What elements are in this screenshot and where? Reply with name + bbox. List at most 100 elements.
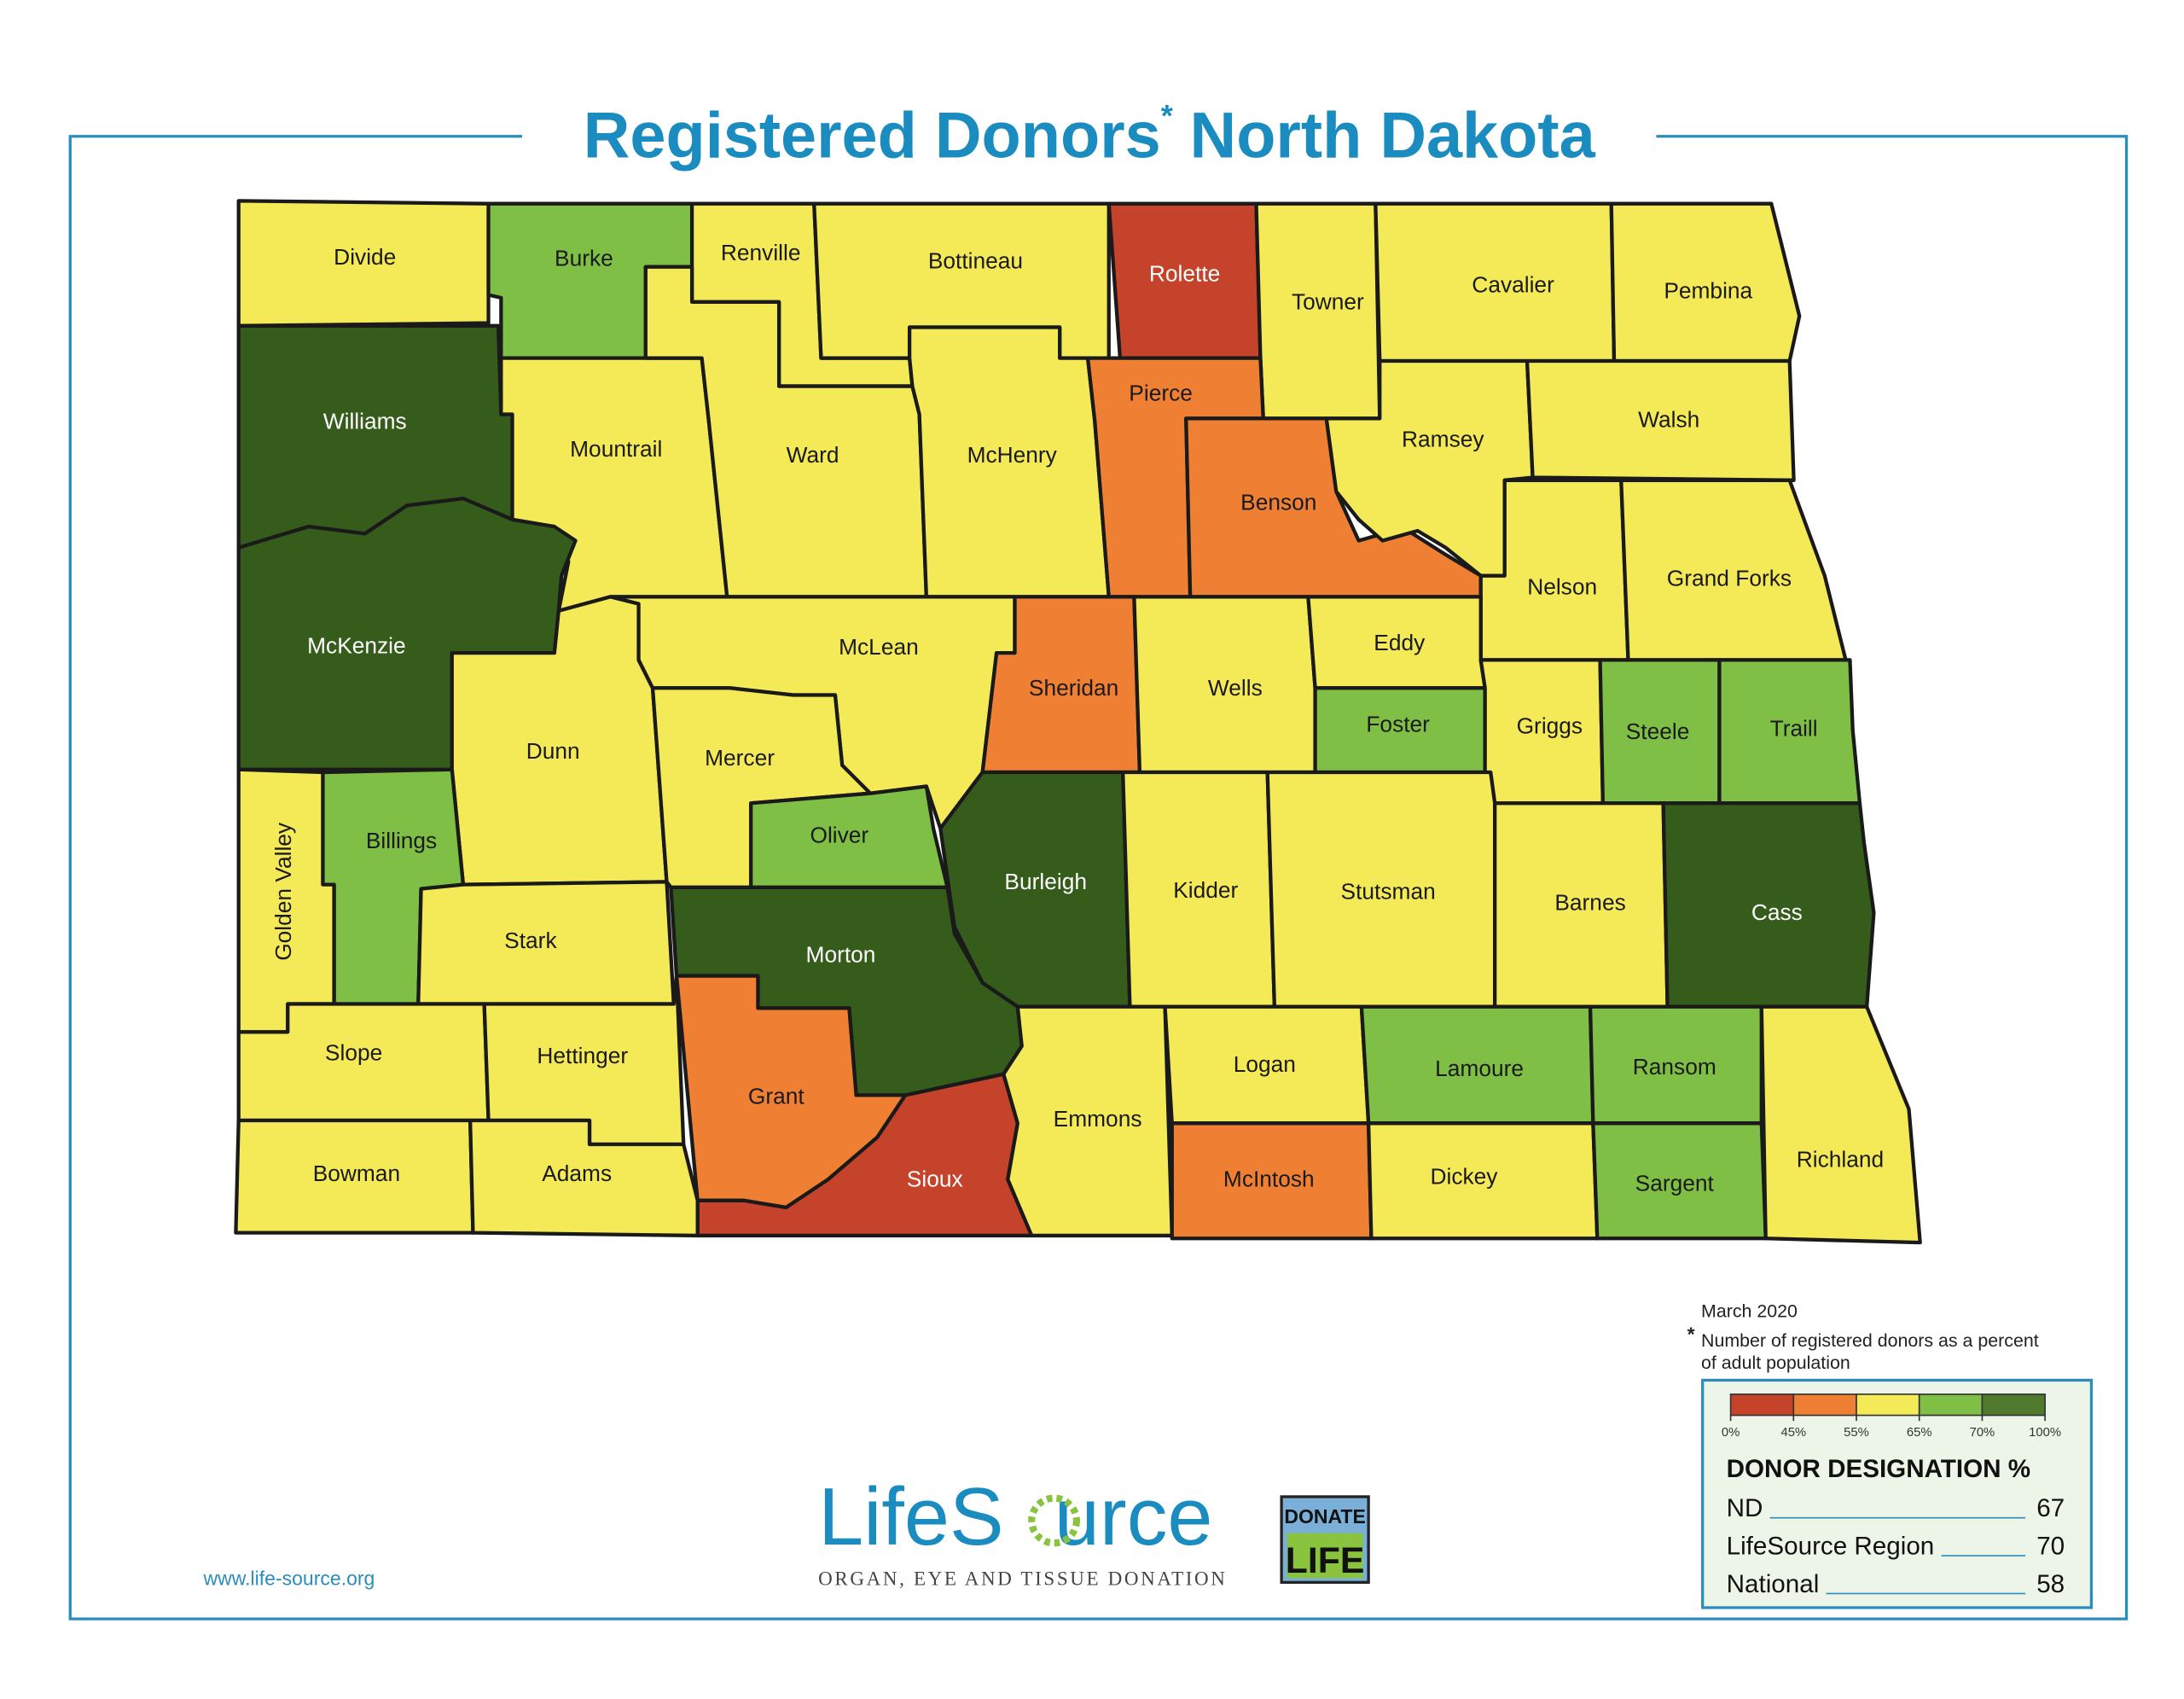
county-label: Eddy bbox=[1374, 630, 1426, 655]
county-label: Grand Forks bbox=[1667, 566, 1792, 591]
legend-swatch bbox=[1981, 1394, 2046, 1417]
county-label: Golden Valley bbox=[270, 822, 296, 961]
county-label: Grant bbox=[748, 1084, 804, 1109]
county-label: Divide bbox=[334, 244, 396, 270]
designation-label: National bbox=[1727, 1570, 1820, 1598]
legend-tick-label: 65% bbox=[1907, 1426, 1932, 1440]
legend-swatch bbox=[1856, 1394, 1920, 1417]
tagline: ORGAN, EYE AND TISSUE DONATION bbox=[818, 1568, 1227, 1590]
county-label: Burke bbox=[555, 245, 613, 271]
county-label: Sheridan bbox=[1029, 675, 1118, 701]
county-label: Mercer bbox=[705, 745, 775, 771]
county-label: Ransom bbox=[1633, 1054, 1716, 1079]
county bbox=[1717, 658, 1862, 806]
designation-value: 58 bbox=[2036, 1570, 2065, 1598]
county-label: Nelson bbox=[1527, 573, 1597, 599]
county-label: Hettinger bbox=[537, 1043, 628, 1068]
county-label: Dunn bbox=[526, 738, 580, 764]
badge-text: LIFE bbox=[1286, 1540, 1365, 1581]
county-label: Lamoure bbox=[1435, 1056, 1524, 1081]
logo-ring bbox=[1028, 1494, 1081, 1547]
county bbox=[695, 1072, 1034, 1238]
county-label: Steele bbox=[1626, 719, 1690, 744]
legend-tick-label: 100% bbox=[2029, 1426, 2061, 1440]
logo-part: urce bbox=[1054, 1472, 1213, 1562]
county-label: Bowman bbox=[313, 1161, 400, 1186]
date: March 2020 bbox=[1701, 1300, 1798, 1321]
county-label: Cavalier bbox=[1472, 272, 1554, 298]
frame bbox=[68, 135, 2129, 1620]
county-label: Slope bbox=[325, 1040, 382, 1066]
county-label: Sioux bbox=[907, 1167, 963, 1192]
county-label: Oliver bbox=[810, 823, 868, 848]
county-label: Foster bbox=[1366, 712, 1430, 737]
county bbox=[1759, 1004, 1922, 1245]
county bbox=[1619, 478, 1848, 662]
county-label: Pembina bbox=[1664, 277, 1752, 303]
counties bbox=[234, 199, 1922, 1245]
county-label: Richland bbox=[1797, 1147, 1884, 1172]
county bbox=[1002, 1004, 1174, 1238]
county-label: Griggs bbox=[1517, 713, 1583, 738]
county-label: Towner bbox=[1292, 288, 1364, 314]
county-label: Ward bbox=[787, 442, 839, 468]
county bbox=[1478, 478, 1630, 662]
county-label: Pierce bbox=[1129, 380, 1193, 405]
url[interactable]: www.life-source.org bbox=[203, 1568, 375, 1590]
legend-swatch bbox=[1792, 1394, 1857, 1417]
county-label: Morton bbox=[806, 941, 876, 967]
badge-inner bbox=[1287, 1533, 1363, 1579]
logo-o bbox=[1028, 1494, 1081, 1547]
county-label: Traill bbox=[1770, 716, 1818, 742]
legend-heading: DONOR DESIGNATION % bbox=[1727, 1455, 2030, 1483]
county-label: Mountrail bbox=[570, 436, 662, 462]
county-label: Logan bbox=[1234, 1051, 1296, 1077]
county-label: McIntosh bbox=[1223, 1167, 1315, 1192]
badge-text: DONATE bbox=[1284, 1505, 1365, 1527]
county-label: McKenzie bbox=[307, 633, 406, 659]
legend-box bbox=[1701, 1378, 2094, 1609]
legend-tick-label: 0% bbox=[1722, 1426, 1740, 1440]
county-label: Sargent bbox=[1635, 1171, 1715, 1196]
legend-swatch bbox=[1918, 1394, 1984, 1417]
county-label: Rolette bbox=[1149, 261, 1220, 287]
county-label: Barnes bbox=[1554, 890, 1625, 916]
designation-label: LifeSource Region bbox=[1727, 1532, 1935, 1560]
county-label: Adams bbox=[542, 1161, 612, 1186]
title-main: Registered Donors bbox=[584, 99, 1161, 172]
county-label: Burleigh bbox=[1004, 869, 1087, 894]
county-label: Williams bbox=[323, 408, 407, 433]
footnote-mark: * bbox=[1687, 1323, 1695, 1345]
county-label: Walsh bbox=[1638, 407, 1699, 433]
county-label: Dickey bbox=[1431, 1163, 1499, 1189]
legend-tick-label: 55% bbox=[1844, 1426, 1869, 1440]
county-label: Stutsman bbox=[1341, 878, 1436, 904]
county bbox=[236, 199, 491, 328]
county bbox=[1609, 201, 1802, 364]
footnote-line: Number of registered donors as a percent bbox=[1701, 1330, 2039, 1351]
frame-line bbox=[68, 135, 2129, 1620]
county bbox=[468, 1118, 700, 1238]
title-rest: North Dakota bbox=[1190, 99, 1596, 172]
logo-part: LifeS bbox=[818, 1472, 1003, 1562]
county-label: Cass bbox=[1751, 899, 1803, 925]
legend-tick-label: 45% bbox=[1780, 1426, 1806, 1440]
county bbox=[1525, 358, 1796, 482]
title-mark: * bbox=[1161, 98, 1174, 133]
county-label: Bottineau bbox=[928, 248, 1023, 274]
designation-value: 70 bbox=[2036, 1532, 2065, 1560]
county-label: Kidder bbox=[1173, 877, 1238, 903]
county-label: Emmons bbox=[1054, 1106, 1142, 1132]
county-labels: Divide Burke Renville Bottineau Rolette Towne… bbox=[270, 240, 1884, 1196]
footnote-line: of adult population bbox=[1701, 1353, 1850, 1373]
legend-tick-label: 70% bbox=[1970, 1426, 1995, 1440]
logo: LifeS urce bbox=[818, 1472, 1212, 1562]
designation-value: 67 bbox=[2036, 1494, 2065, 1522]
county-label: Wells bbox=[1208, 675, 1263, 701]
legend: 0% 45% 55% 65% 70% 100% ND 67 LifeSource Region 7… bbox=[1722, 1394, 2065, 1598]
county-label: McHenry bbox=[967, 442, 1058, 468]
county-label: Ramsey bbox=[1402, 427, 1484, 452]
county-label: Billings bbox=[366, 828, 437, 853]
